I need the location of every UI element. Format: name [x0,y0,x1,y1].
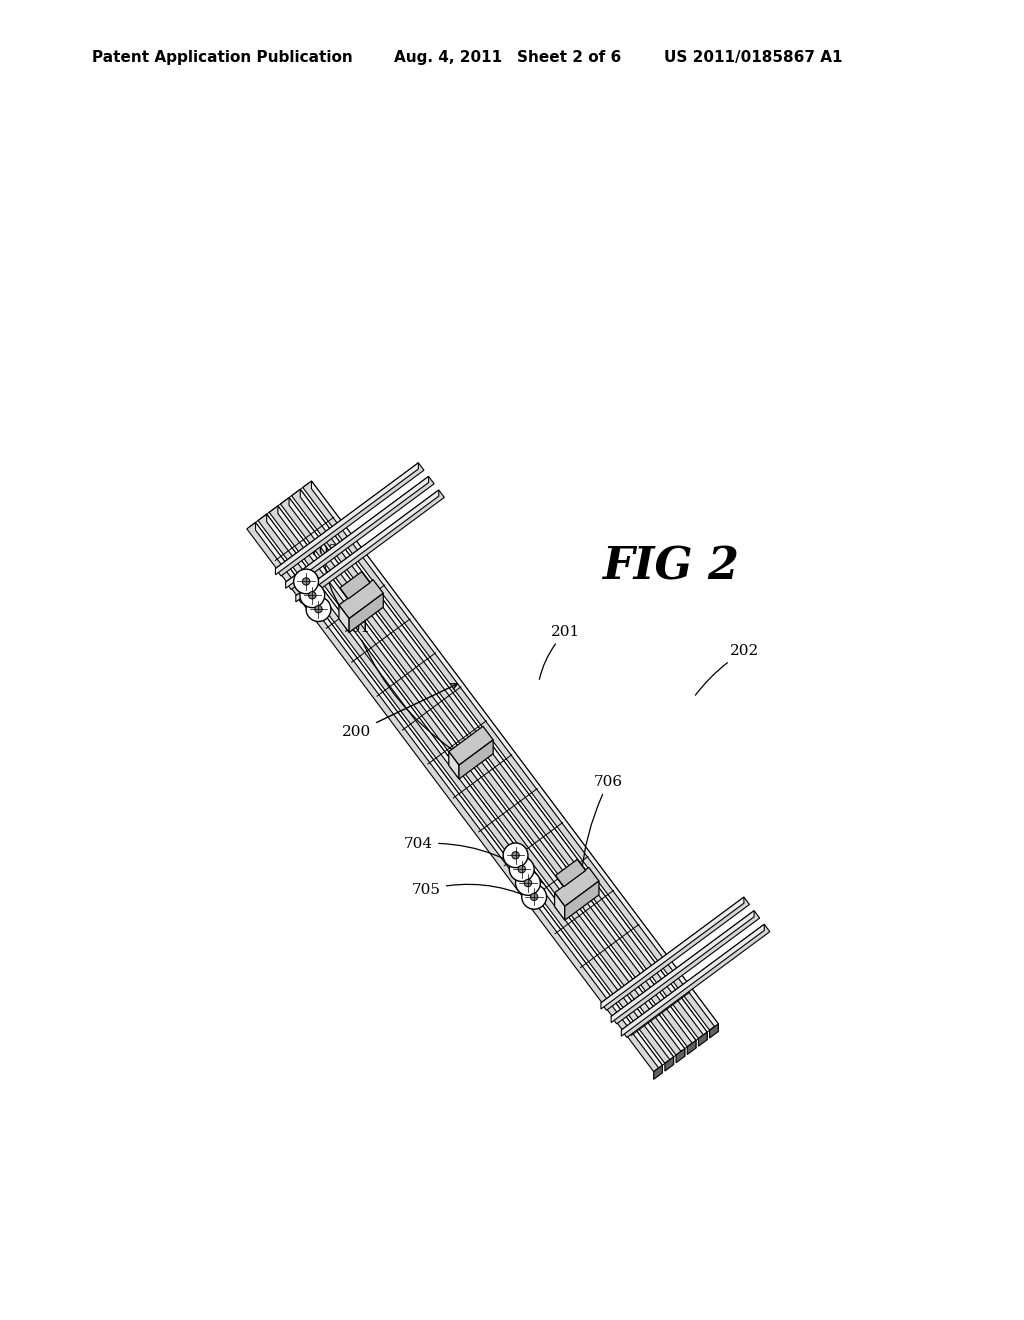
Polygon shape [710,1024,718,1038]
Polygon shape [247,523,663,1072]
Circle shape [515,871,541,895]
Text: Aug. 4, 2011: Aug. 4, 2011 [394,50,503,65]
Polygon shape [258,513,674,1064]
Polygon shape [622,924,764,1036]
Circle shape [300,583,325,607]
Polygon shape [286,477,434,590]
Text: 702: 702 [309,544,340,607]
Polygon shape [278,506,685,1056]
Polygon shape [555,867,599,907]
Circle shape [503,843,528,867]
Circle shape [522,884,547,909]
Polygon shape [256,523,663,1073]
Circle shape [314,606,323,612]
Polygon shape [449,726,494,766]
Circle shape [509,857,535,882]
Circle shape [306,597,331,622]
Text: 706: 706 [581,775,623,879]
Polygon shape [311,480,718,1031]
Text: US 2011/0185867 A1: US 2011/0185867 A1 [664,50,842,65]
Polygon shape [275,463,419,574]
Polygon shape [601,898,743,1008]
Polygon shape [565,880,599,920]
Text: 200: 200 [342,684,458,739]
Polygon shape [556,859,586,887]
Polygon shape [292,490,708,1039]
Text: Patent Application Publication: Patent Application Publication [92,50,353,65]
Polygon shape [269,506,685,1055]
Polygon shape [601,898,750,1010]
Polygon shape [300,490,708,1040]
Text: 202: 202 [695,644,759,696]
Circle shape [512,851,519,859]
Polygon shape [286,477,429,589]
Polygon shape [622,924,770,1038]
Circle shape [530,894,538,900]
Polygon shape [665,1057,674,1071]
Polygon shape [459,741,494,779]
Text: Sheet 2 of 6: Sheet 2 of 6 [517,50,622,65]
Polygon shape [296,490,444,603]
Polygon shape [653,1065,663,1080]
Text: 704: 704 [404,837,544,883]
Polygon shape [687,1040,696,1055]
Text: 701: 701 [342,622,454,750]
Polygon shape [449,751,459,779]
Polygon shape [339,579,383,619]
Polygon shape [611,911,760,1024]
Text: 705: 705 [412,883,542,903]
Polygon shape [339,605,349,632]
Polygon shape [676,1048,685,1063]
Circle shape [308,591,316,599]
Text: 201: 201 [540,624,581,680]
Polygon shape [289,498,696,1048]
Polygon shape [698,1032,708,1047]
Polygon shape [340,572,370,599]
Circle shape [524,879,531,887]
Circle shape [302,578,310,585]
Text: FIG 2: FIG 2 [602,545,739,587]
Polygon shape [281,498,696,1047]
Polygon shape [296,490,438,602]
Polygon shape [611,911,754,1023]
Polygon shape [275,463,424,576]
Circle shape [294,569,318,594]
Polygon shape [349,593,383,632]
Polygon shape [266,513,674,1065]
Polygon shape [555,892,565,920]
Circle shape [518,866,525,873]
Polygon shape [303,480,718,1031]
